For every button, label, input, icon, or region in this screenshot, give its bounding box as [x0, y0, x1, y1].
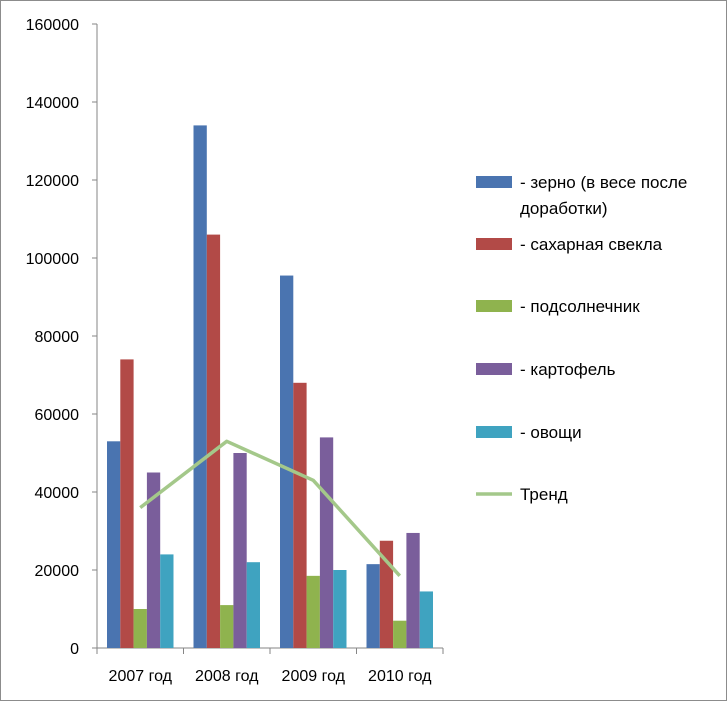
legend-label: - сахарная свекла	[520, 235, 663, 254]
bar	[406, 532, 420, 648]
y-tick-label: 120000	[26, 173, 79, 190]
bar	[107, 441, 121, 648]
bar	[246, 562, 260, 648]
legend-label: - подсолнечник	[520, 297, 640, 316]
legend-swatch	[476, 363, 512, 375]
trend-line	[139, 439, 402, 578]
y-tick-label: 40000	[35, 485, 80, 502]
legend-label-line: - зерно (в весе после	[520, 173, 687, 192]
legend-swatch	[476, 300, 512, 312]
y-tick-label: 100000	[26, 251, 79, 268]
bar	[306, 575, 320, 648]
bar	[419, 591, 433, 648]
bar	[293, 382, 307, 648]
bar	[233, 453, 247, 648]
legend-label-line: доработки)	[520, 199, 607, 218]
legend-label-trend: Тренд	[520, 485, 568, 504]
bar	[193, 125, 207, 648]
y-tick-label: 60000	[35, 407, 80, 424]
legend-label: - картофель	[520, 360, 616, 379]
y-tick-label: 160000	[26, 17, 79, 34]
legend-label: - овощи	[520, 423, 582, 442]
bar	[206, 234, 221, 648]
legend-swatch	[476, 426, 512, 438]
bar	[133, 609, 147, 648]
bar	[220, 605, 234, 648]
bar	[160, 554, 174, 648]
legend-swatch	[476, 176, 512, 188]
x-tick-label: 2010 год	[368, 668, 432, 685]
y-tick-label: 80000	[35, 329, 80, 346]
y-tick-label: 140000	[26, 95, 79, 112]
bar	[319, 437, 334, 648]
bar	[379, 540, 394, 648]
x-tick-label: 2008 год	[195, 668, 259, 685]
bar	[333, 570, 347, 648]
x-tick-label: 2007 год	[109, 668, 173, 685]
y-tick-label: 20000	[35, 563, 80, 580]
bar	[366, 564, 380, 648]
bar	[120, 359, 134, 648]
y-tick-label: 0	[70, 641, 79, 658]
legend-swatch	[476, 238, 512, 250]
bar	[146, 472, 161, 648]
x-tick-label: 2009 год	[282, 668, 346, 685]
bar	[280, 275, 294, 648]
bar	[393, 620, 407, 648]
legend-label: - зерно (в весе после доработки)	[520, 173, 687, 218]
